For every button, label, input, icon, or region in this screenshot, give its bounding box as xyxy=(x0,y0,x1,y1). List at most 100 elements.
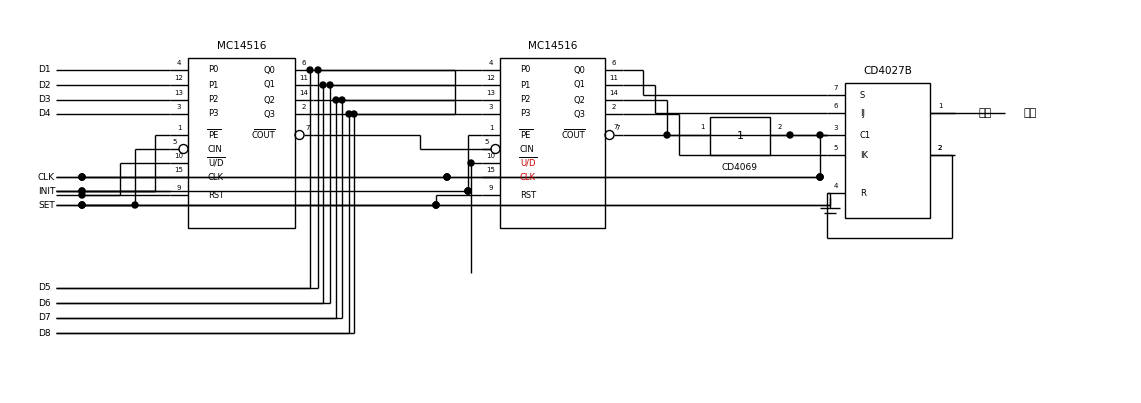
Circle shape xyxy=(787,132,793,138)
Text: P0: P0 xyxy=(520,66,531,75)
Text: S: S xyxy=(860,91,865,100)
Circle shape xyxy=(79,202,84,208)
Text: 1: 1 xyxy=(699,124,704,130)
Circle shape xyxy=(817,132,823,138)
Circle shape xyxy=(327,82,333,88)
Text: 11: 11 xyxy=(299,75,308,81)
Text: Q0: Q0 xyxy=(264,66,275,75)
Circle shape xyxy=(466,188,471,194)
Text: C1: C1 xyxy=(860,131,871,139)
Text: 4: 4 xyxy=(834,183,839,189)
Text: IK: IK xyxy=(860,150,868,160)
Text: 2: 2 xyxy=(778,124,783,130)
Text: 15: 15 xyxy=(175,167,184,173)
Text: CLK: CLK xyxy=(520,172,536,181)
Text: 2: 2 xyxy=(938,145,942,151)
Text: 5: 5 xyxy=(485,139,489,145)
Circle shape xyxy=(817,174,823,180)
Text: 3: 3 xyxy=(834,125,839,131)
Text: Q1: Q1 xyxy=(573,81,585,89)
Text: INIT: INIT xyxy=(38,187,56,195)
Text: 1: 1 xyxy=(177,125,181,131)
Text: Q1: Q1 xyxy=(264,81,275,89)
Circle shape xyxy=(466,188,471,194)
Text: 2: 2 xyxy=(938,145,942,151)
Text: P2: P2 xyxy=(208,96,218,104)
Text: CD4027B: CD4027B xyxy=(863,66,912,76)
Text: P1: P1 xyxy=(208,81,218,89)
Text: 7: 7 xyxy=(614,124,618,130)
Circle shape xyxy=(468,160,474,166)
Text: 14: 14 xyxy=(609,90,618,96)
Circle shape xyxy=(432,202,439,208)
Circle shape xyxy=(79,192,84,198)
Circle shape xyxy=(132,202,138,208)
Text: 3: 3 xyxy=(488,104,493,110)
Circle shape xyxy=(333,97,339,103)
Text: MC14516: MC14516 xyxy=(528,41,577,51)
Circle shape xyxy=(351,111,357,117)
Bar xyxy=(188,58,296,228)
Circle shape xyxy=(339,97,345,103)
Text: D6: D6 xyxy=(38,299,50,307)
Text: 9: 9 xyxy=(177,185,181,191)
Bar xyxy=(710,117,770,155)
Text: 1: 1 xyxy=(938,103,942,109)
Text: 5: 5 xyxy=(834,145,839,151)
Text: 7: 7 xyxy=(616,125,621,131)
Circle shape xyxy=(79,188,84,194)
Circle shape xyxy=(817,174,823,180)
Text: P3: P3 xyxy=(208,110,218,118)
Text: 5: 5 xyxy=(172,139,177,145)
Text: Q2: Q2 xyxy=(573,96,585,104)
Text: 6: 6 xyxy=(612,60,616,66)
Text: PE: PE xyxy=(520,131,531,139)
Text: MC14516: MC14516 xyxy=(217,41,266,51)
Text: SET: SET xyxy=(38,201,55,210)
Text: Q3: Q3 xyxy=(262,110,275,118)
Text: D1: D1 xyxy=(38,66,50,75)
Text: IJ: IJ xyxy=(860,108,865,118)
Text: U/D: U/D xyxy=(520,158,535,168)
Text: 12: 12 xyxy=(175,75,184,81)
Text: 11: 11 xyxy=(609,75,618,81)
Circle shape xyxy=(319,82,326,88)
Circle shape xyxy=(315,67,321,73)
Circle shape xyxy=(466,188,471,194)
Text: COUT: COUT xyxy=(251,131,275,139)
Circle shape xyxy=(79,174,84,180)
Circle shape xyxy=(432,202,439,208)
Text: 输出: 输出 xyxy=(1023,108,1037,118)
Text: D7: D7 xyxy=(38,314,50,322)
Text: 10: 10 xyxy=(175,153,184,159)
Circle shape xyxy=(79,202,84,208)
Text: CIN: CIN xyxy=(208,145,222,154)
Text: P1: P1 xyxy=(520,81,531,89)
Circle shape xyxy=(444,174,450,180)
Text: D8: D8 xyxy=(38,328,50,337)
Text: 4: 4 xyxy=(488,60,493,66)
Text: 1: 1 xyxy=(736,131,744,141)
Circle shape xyxy=(444,174,450,180)
Text: COUT: COUT xyxy=(561,131,585,139)
Bar xyxy=(500,58,605,228)
Text: CIN: CIN xyxy=(520,145,535,154)
Text: P2: P2 xyxy=(520,96,531,104)
Text: Q3: Q3 xyxy=(573,110,585,118)
Text: 6: 6 xyxy=(834,103,839,109)
Text: 7: 7 xyxy=(306,125,310,131)
Text: R: R xyxy=(860,189,866,197)
Text: 10: 10 xyxy=(486,153,495,159)
Text: 9: 9 xyxy=(488,185,493,191)
Text: 2: 2 xyxy=(612,104,616,110)
Text: 输出: 输出 xyxy=(978,108,992,118)
Circle shape xyxy=(79,174,84,180)
Circle shape xyxy=(664,132,670,138)
Text: D2: D2 xyxy=(38,81,50,89)
Text: 4: 4 xyxy=(177,60,181,66)
Text: 3: 3 xyxy=(177,104,181,110)
Text: D5: D5 xyxy=(38,283,50,293)
Text: RST: RST xyxy=(208,191,224,199)
Text: CD4069: CD4069 xyxy=(722,162,758,172)
Bar xyxy=(845,83,930,218)
